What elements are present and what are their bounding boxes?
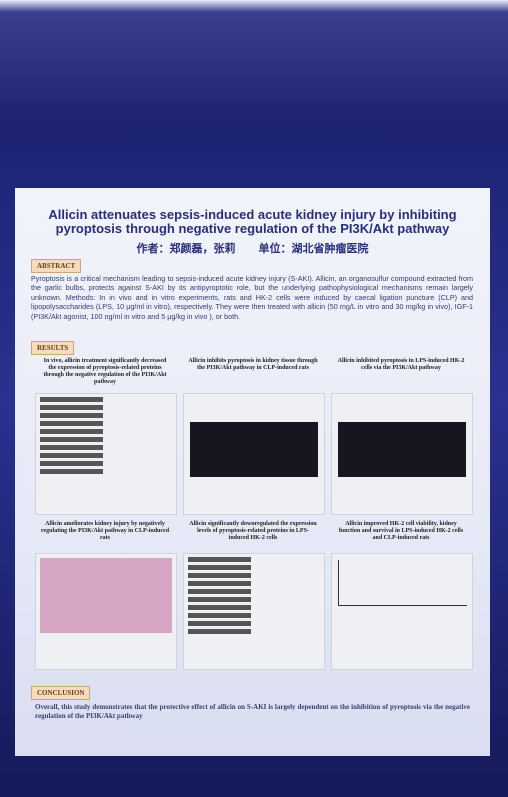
line-chart (338, 560, 467, 606)
blot-band (40, 429, 103, 434)
panel-figure (35, 553, 177, 670)
panel-title: In vivo, allicin treatment significantly… (43, 358, 167, 385)
section-heading: ABSTRACT (31, 259, 82, 273)
blot-band (40, 445, 103, 450)
section-heading: RESULTS (31, 341, 75, 355)
blot-band (40, 437, 103, 442)
blot-band (40, 405, 103, 410)
blot-band (188, 597, 251, 602)
panel-figure (35, 393, 177, 515)
blot-band (188, 589, 251, 594)
abstract-text: Pyroptosis is a critical mechanism leadi… (31, 274, 473, 321)
blot-band (188, 629, 251, 634)
panel-figure (331, 393, 473, 515)
panel-figure (183, 553, 325, 670)
panel-title: Allicin inhibited pyroptosis in LPS-indu… (337, 358, 465, 371)
blot-band (188, 581, 251, 586)
affiliation: 单位：湖北省肿瘤医院 (258, 243, 369, 255)
blot-band (40, 461, 103, 466)
blot-band (188, 605, 251, 610)
authors-line: 作者：郑颜磊，张莉 单位：湖北省肿瘤医院 (55, 240, 450, 256)
blot-band (40, 469, 103, 474)
blot-band (188, 621, 251, 626)
blot-band (40, 397, 103, 402)
blot-band (40, 421, 103, 426)
panel-figure (331, 553, 473, 670)
micrograph (338, 422, 466, 477)
poster: Allicin attenuates sepsis-induced acute … (15, 188, 490, 756)
histology (40, 558, 172, 633)
blot-band (188, 557, 251, 562)
blot-band (188, 573, 251, 578)
conclusion-text: Overall, this study demonstrates that th… (35, 703, 470, 720)
authors: 作者：郑颜磊，张莉 (136, 243, 236, 255)
panel-title: Allicin inhibits pyroptosis in kidney ti… (188, 358, 318, 371)
panel-title: Allicin significantly downregulated the … (189, 521, 317, 541)
blot-band (188, 565, 251, 570)
section-heading: CONCLUSION (31, 686, 91, 700)
blot-band (40, 453, 103, 458)
panel-title: Allicin ameliorates kidney injury by neg… (40, 521, 170, 541)
panel-figure (183, 393, 325, 515)
poster-title: Allicin attenuates sepsis-induced acute … (48, 207, 457, 236)
blot-band (188, 613, 251, 618)
micrograph (190, 422, 318, 477)
blot-band (40, 413, 103, 418)
panel-title: Allicin improved HK-2 cell viability, ki… (338, 521, 464, 541)
